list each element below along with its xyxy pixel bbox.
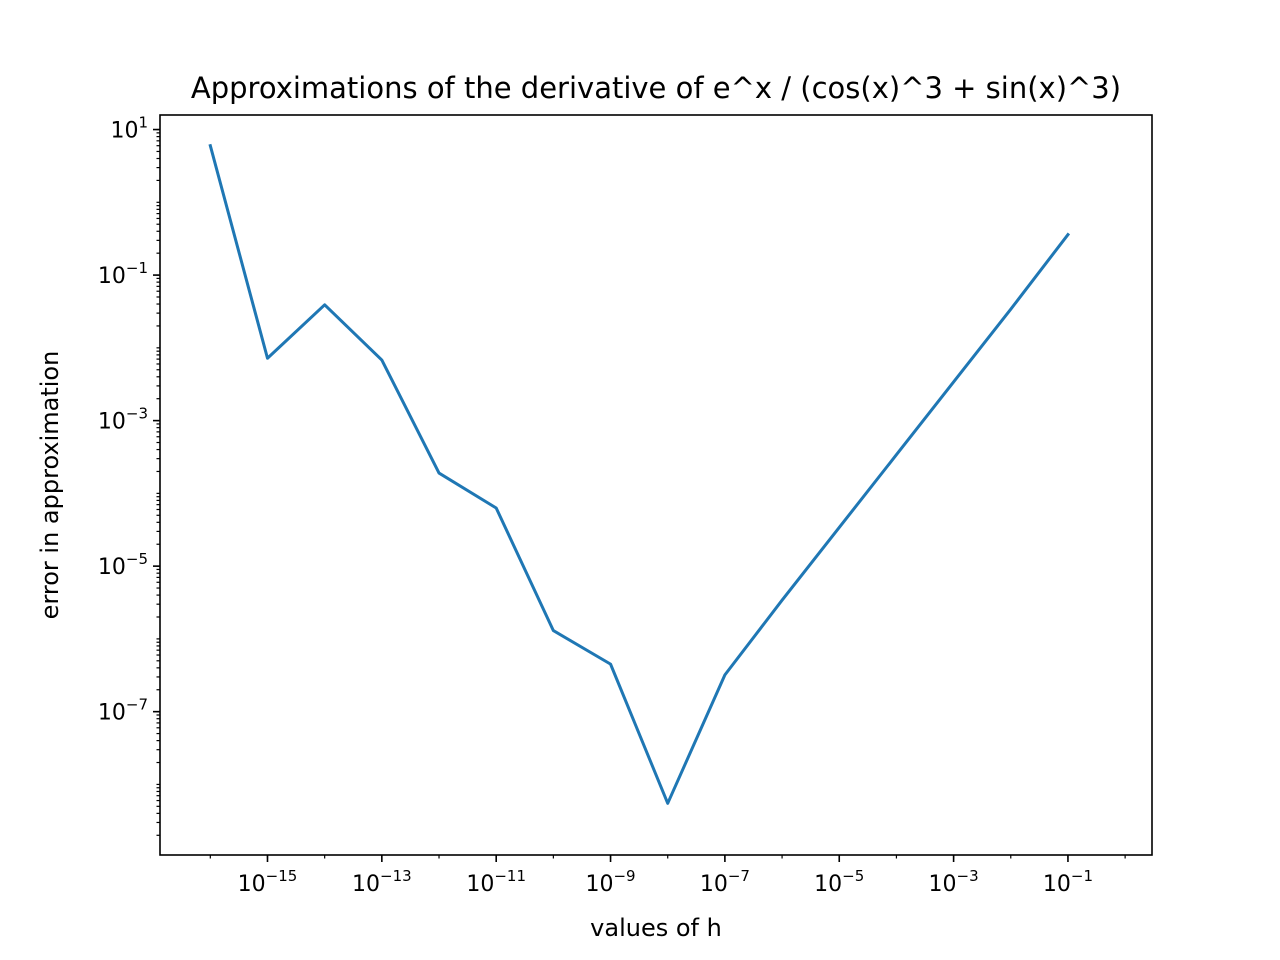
y-axis-label: error in approximation bbox=[36, 351, 64, 620]
y-tick-label: 101 bbox=[110, 114, 148, 144]
plot-area: 10−15 10−13 10−11 10−9 10−7 10−5 10−3 10−1 101 10… bbox=[98, 114, 1153, 897]
axes-frame bbox=[159, 114, 1153, 856]
chart-title: Approximations of the derivative of e^x … bbox=[191, 71, 1121, 105]
x-tick-label: 10−13 bbox=[352, 867, 412, 897]
x-tick-label: 10−3 bbox=[929, 867, 979, 897]
x-tick-label: 10−11 bbox=[466, 867, 526, 897]
x-tick-label: 10−7 bbox=[700, 867, 750, 897]
series-line-0 bbox=[208, 143, 1071, 805]
y-tick-label: 10−7 bbox=[98, 696, 148, 726]
x-tick-label: 10−1 bbox=[1043, 867, 1093, 897]
y-tick-label: 10−5 bbox=[98, 550, 148, 580]
y-tick-label: 10−1 bbox=[98, 259, 148, 289]
x-tick-label: 10−9 bbox=[585, 867, 635, 897]
x-tick-label: 10−15 bbox=[238, 867, 298, 897]
x-axis-label: values of h bbox=[590, 914, 722, 942]
y-tick-label: 10−3 bbox=[98, 405, 148, 435]
x-tick-label: 10−5 bbox=[814, 867, 864, 897]
